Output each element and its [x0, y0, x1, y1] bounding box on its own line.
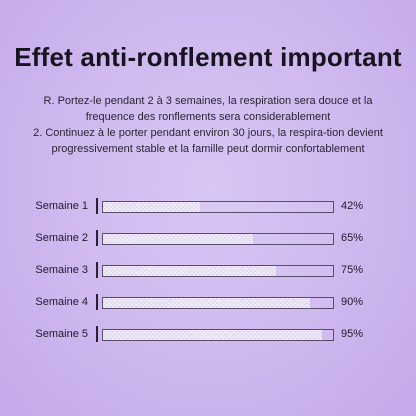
bar-category-label: Semaine 5 — [35, 328, 88, 340]
axis-tick — [96, 326, 98, 342]
bar-track — [102, 201, 334, 213]
bar-row: Semaine 5 95% — [0, 324, 416, 344]
description-line-1: R. Portez-le pendant 2 à 3 semaines, la … — [43, 95, 373, 123]
bar-value-label: 90% — [341, 296, 364, 308]
bar-chart: Semaine 1 42% Semaine 2 65% Semaine 3 75% Sema… — [0, 196, 416, 356]
description-line-2: 2. Continuez à le porter pendant environ… — [33, 127, 383, 155]
bar-track — [102, 297, 334, 309]
bar-row: Semaine 4 90% — [0, 292, 416, 312]
bar-category-label: Semaine 2 — [35, 232, 88, 244]
bar-row: Semaine 2 65% — [0, 228, 416, 248]
bar — [103, 266, 276, 276]
page-title: Effet anti-ronflement important — [14, 42, 402, 72]
axis-tick — [96, 262, 98, 278]
bar-track — [102, 329, 334, 341]
axis-tick — [96, 230, 98, 246]
bar-value-label: 65% — [341, 232, 364, 244]
axis-tick — [96, 198, 98, 214]
bar-value-label: 75% — [341, 264, 364, 276]
bar-track — [102, 233, 334, 245]
axis-tick — [96, 294, 98, 310]
bar-category-label: Semaine 3 — [35, 264, 88, 276]
bar-category-label: Semaine 1 — [35, 200, 88, 212]
bar-track — [102, 265, 334, 277]
bar — [103, 330, 322, 340]
bar-row: Semaine 3 75% — [0, 260, 416, 280]
bar-category-label: Semaine 4 — [35, 296, 88, 308]
bar — [103, 202, 200, 212]
description: R. Portez-le pendant 2 à 3 semaines, la … — [22, 93, 394, 157]
bar-value-label: 42% — [341, 200, 364, 212]
bar — [103, 234, 253, 244]
bar-value-label: 95% — [341, 328, 364, 340]
bar-row: Semaine 1 42% — [0, 196, 416, 216]
bar — [103, 298, 310, 308]
